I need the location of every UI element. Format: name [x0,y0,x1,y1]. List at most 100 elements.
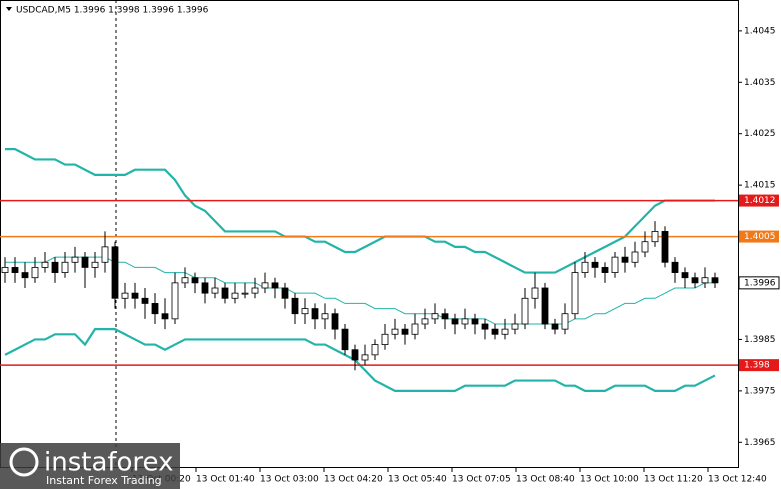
candle-body [171,282,179,320]
candle-body [611,256,619,273]
candle-body [271,282,279,289]
plot [0,148,738,392]
y-tick-label: 1.3975 [744,386,776,396]
candle-body [411,323,419,335]
candle-body [711,277,719,284]
watermark-icon [9,447,39,477]
y-tick-label: 1.4045 [744,26,776,36]
candle-body [681,272,689,279]
candle-body [481,323,489,330]
candle-body [631,251,639,263]
x-tick-label: 13 Oct 10:00 [580,475,639,485]
candle-body [441,313,449,320]
candle-body [661,231,669,263]
candle-body [401,328,409,335]
x-tick-label: 13 Oct 04:20 [324,475,383,485]
candle-body [471,318,479,325]
candle-body [11,267,19,273]
candle-body [541,287,549,325]
band-middle [5,256,715,325]
candle-body [161,313,169,320]
candle-body [151,303,159,315]
candle-body [491,328,499,335]
band-upper [5,148,715,274]
watermark-tagline: Instant Forex Trading [46,474,162,487]
candle-body [331,313,339,330]
candle-body [111,246,119,299]
candle-body [521,297,529,325]
level-label-bg [739,230,779,243]
y-tick-label: 1.4025 [744,129,776,139]
candle-body [621,256,629,263]
candle-body [421,318,429,325]
candle-body [571,272,579,315]
candle-body [291,297,299,315]
watermark-brand: instaforex [44,448,173,478]
candle-body [61,261,69,273]
candle-body [251,287,259,294]
candle-body [501,328,509,335]
y-tick-label: 1.4015 [744,181,776,191]
candle-body [51,261,59,273]
candle-body [281,287,289,299]
candle-body [241,292,249,295]
candle-body [221,287,229,299]
x-tick-label: 13 Oct 12:40 [708,475,767,485]
level-label: 1.4012 [744,196,776,206]
candle-body [311,308,319,320]
candle-body [101,246,109,263]
candle-body [691,277,699,284]
candle-body [701,277,709,284]
x-tick-label: 13 Oct 07:05 [452,475,511,485]
candle-body [371,344,379,356]
candle-body [191,277,199,284]
level-label: 1.398 [744,361,770,371]
candle-body [591,261,599,268]
candle-body [381,333,389,345]
candle-body [141,297,149,304]
level-label-bg [739,359,779,372]
plot-frame [0,0,739,468]
candle-body [131,292,139,299]
candle-body [451,318,459,325]
candle-body [461,318,469,325]
chart-title: USDCAD,M5 1.3996 1.3998 1.3996 1.3996 [16,6,209,16]
candle-body [531,287,539,299]
y-tick-label: 1.4035 [744,78,776,88]
menu-arrow [6,7,12,11]
candle-body [671,261,679,273]
candle-body [341,328,349,351]
x-tick-label: 13 Oct 05:40 [388,475,447,485]
candle-body [121,292,129,299]
candle-body [391,328,399,335]
candle-body [1,267,9,273]
candle-body [211,287,219,294]
x-tick-label: 13 Oct 11:20 [644,475,703,485]
candle-body [361,354,369,361]
candle-body [351,349,359,361]
x-tick-label: 13 Oct 08:40 [516,475,575,485]
y-tick-label: 1.3965 [744,438,776,448]
current-price-label: 1.3996 [744,278,776,288]
candle-body [31,267,39,279]
candle-body [601,267,609,273]
candle-body [551,323,559,330]
candle-body [581,261,589,273]
level-label-bg [739,194,779,207]
x-tick-label: 13 Oct 01:40 [196,475,255,485]
x-tick-label: 13 Oct 03:00 [260,475,319,485]
candle-body [261,282,269,289]
candle-body [301,308,309,315]
candle-body [651,231,659,243]
candle-body [91,261,99,268]
y-tick-label: 1.3985 [744,335,776,345]
candle-body [81,256,89,268]
candle-body [231,292,239,299]
candle-body [201,282,209,294]
level-label: 1.4005 [744,232,776,242]
current-price-bg [738,276,780,290]
candle-body [321,313,329,320]
candle-body [641,241,649,253]
